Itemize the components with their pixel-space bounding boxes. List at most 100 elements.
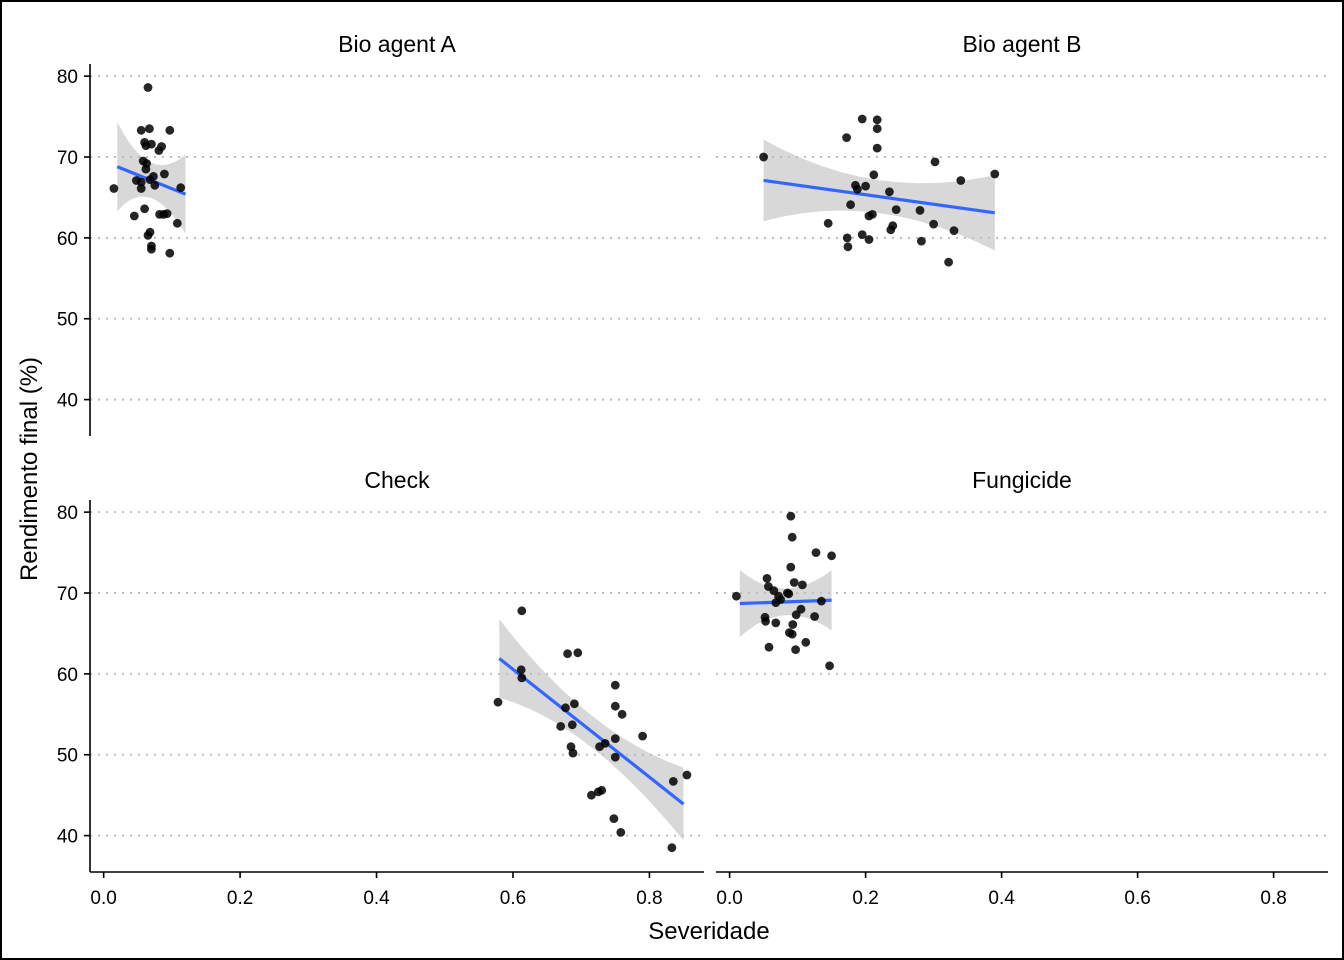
fit-line (498, 657, 685, 806)
data-point (136, 184, 146, 193)
data-point (787, 629, 797, 639)
data-point (842, 233, 852, 243)
data-point (176, 183, 186, 193)
facet-panel: Bio agent A 40 50 60 70 80 (57, 31, 704, 436)
data-point (667, 843, 677, 853)
data-point (617, 709, 627, 719)
panels-layer: Bio agent A 40 50 60 70 80 Bio agent B Check 40 5… (57, 31, 1328, 909)
y-tick-label: 50 (57, 310, 78, 331)
data-point (817, 596, 826, 606)
data-point (568, 748, 578, 758)
data-point (682, 770, 692, 780)
facet-title: Bio agent A (338, 31, 456, 57)
data-point (787, 532, 797, 542)
x-tick-label: 0.6 (500, 888, 526, 909)
data-point (493, 697, 503, 707)
data-point (150, 180, 160, 190)
data-point (609, 814, 619, 823)
data-point (573, 648, 583, 658)
data-point (638, 731, 647, 741)
data-point (140, 204, 150, 214)
data-point (791, 645, 800, 654)
data-point (761, 616, 770, 626)
data-point (810, 612, 819, 621)
x-tick-label: 0.4 (988, 888, 1015, 909)
data-point (732, 591, 741, 601)
data-point (843, 242, 853, 252)
data-point (567, 720, 577, 730)
data-point (517, 606, 527, 616)
data-point (141, 164, 151, 174)
data-point (129, 211, 139, 221)
data-point (771, 598, 781, 608)
data-point (160, 169, 169, 179)
data-point (825, 661, 834, 671)
y-tick-label: 70 (57, 584, 78, 605)
x-tick-label: 0.8 (1260, 888, 1286, 909)
data-point (801, 637, 811, 647)
data-point (610, 752, 620, 762)
data-point (587, 790, 596, 800)
data-point (789, 578, 799, 587)
data-point (784, 589, 794, 599)
data-point (949, 226, 959, 236)
y-tick-label: 50 (57, 746, 78, 767)
data-point (885, 187, 894, 197)
data-point (869, 170, 879, 180)
y-tick-label: 80 (57, 67, 78, 88)
x-tick-label: 0.0 (716, 888, 742, 909)
data-point (827, 551, 836, 561)
facet-panel: Fungicide 0.0 0.2 0.4 0.6 0.8 (716, 467, 1328, 909)
y-tick-label: 40 (57, 391, 78, 412)
facet-title: Check (364, 467, 430, 493)
data-point (853, 184, 862, 194)
data-point (154, 146, 164, 155)
data-point (956, 176, 966, 185)
data-point (771, 618, 781, 628)
fit-line (763, 178, 996, 215)
data-point (823, 218, 833, 228)
data-point (846, 200, 855, 210)
data-point (759, 152, 768, 162)
data-point (109, 184, 119, 193)
data-point (864, 235, 874, 244)
x-tick-label: 0.6 (1124, 888, 1150, 909)
data-point (788, 620, 798, 629)
data-point (616, 828, 626, 837)
data-point (917, 236, 926, 246)
data-point (886, 225, 896, 235)
data-point (811, 548, 821, 557)
facet-title: Fungicide (972, 467, 1072, 493)
data-point (143, 231, 153, 240)
x-tick-label: 0.8 (636, 888, 662, 909)
data-point (915, 206, 925, 215)
data-point (136, 177, 146, 187)
facet-panel: Bio agent B (716, 31, 1328, 401)
data-point (610, 734, 620, 743)
data-point (929, 219, 938, 229)
data-point (516, 665, 526, 675)
y-tick-label: 60 (57, 229, 78, 250)
data-point (786, 562, 796, 572)
data-point (798, 580, 807, 590)
data-point (517, 673, 527, 683)
y-tick-label: 60 (57, 665, 78, 686)
facet-panel: Check 40 50 60 70 80 0.0 0.2 0.4 0.6 0.8 (57, 467, 704, 909)
facet-title: Bio agent B (963, 31, 1082, 57)
data-point (561, 703, 570, 713)
data-point (930, 157, 940, 167)
data-point (136, 125, 146, 135)
y-tick-label: 80 (57, 503, 78, 524)
data-point (570, 699, 579, 709)
data-point (872, 124, 882, 134)
data-point (147, 244, 156, 254)
x-tick-label: 0.4 (363, 888, 390, 909)
data-point (593, 787, 603, 797)
data-point (563, 649, 572, 659)
data-point (162, 209, 172, 219)
y-axis-title: Rendimento final (%) (16, 357, 43, 581)
fit-line (739, 598, 832, 606)
data-point (857, 114, 867, 124)
